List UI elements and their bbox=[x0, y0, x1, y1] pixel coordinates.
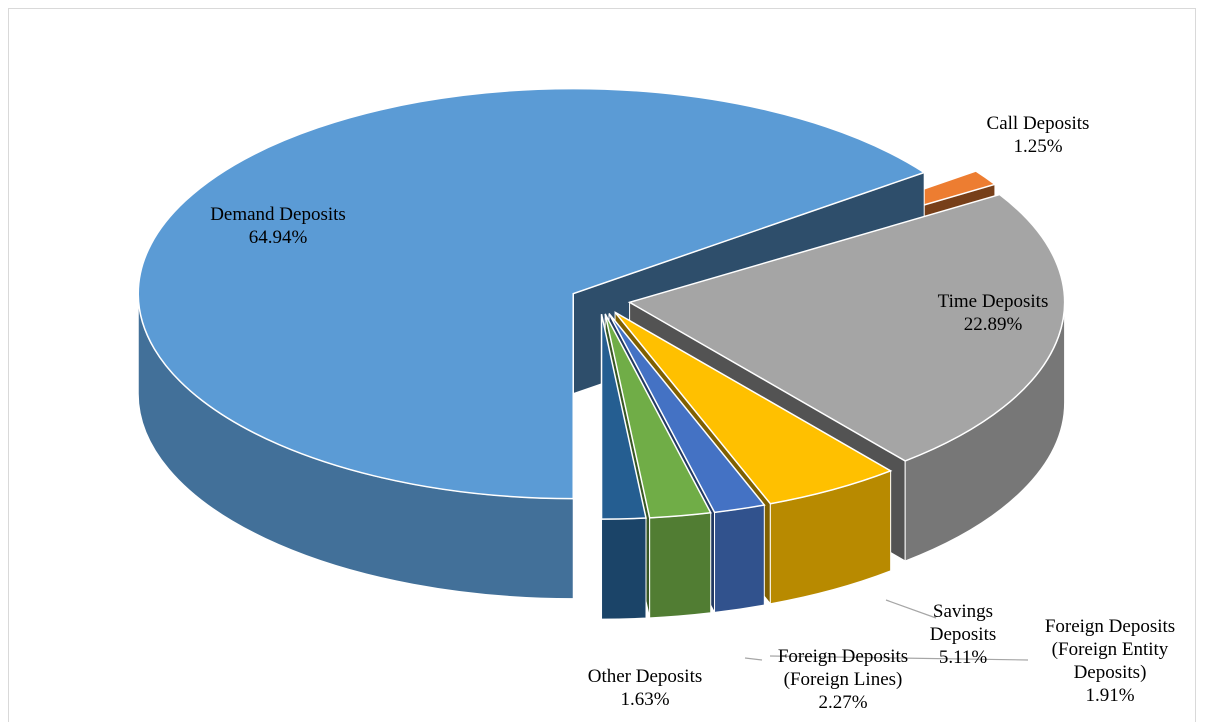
label-name: Foreign Deposits (Foreign Lines) bbox=[777, 646, 909, 690]
label-value: 1.25% bbox=[1013, 136, 1063, 157]
label-value: 64.94% bbox=[248, 227, 308, 248]
label-value: 1.91% bbox=[1085, 685, 1135, 706]
label-name: Savings Deposits bbox=[929, 601, 997, 645]
data-label: Foreign Deposits (Foreign Lines) 2.27% bbox=[758, 645, 928, 714]
slice bbox=[604, 313, 712, 519]
data-label: Foreign Deposits (Foreign Entity Deposit… bbox=[1025, 615, 1195, 707]
data-label: Call Deposits 1.25% bbox=[953, 112, 1123, 158]
label-value: 5.11% bbox=[938, 647, 988, 668]
data-label: Demand Deposits 64.94% bbox=[168, 203, 388, 249]
slice bbox=[614, 311, 893, 505]
leader-line bbox=[744, 657, 763, 661]
data-label: Time Deposits 22.89% bbox=[908, 290, 1078, 336]
slice bbox=[137, 87, 926, 500]
label-name: Foreign Deposits (Foreign Entity Deposit… bbox=[1044, 616, 1176, 683]
slice-wall bbox=[601, 517, 647, 620]
slice bbox=[600, 313, 647, 520]
leader-line bbox=[769, 655, 1029, 661]
label-name: Time Deposits bbox=[937, 291, 1049, 312]
data-label: Savings Deposits 5.11% bbox=[921, 600, 1005, 669]
label-name: Call Deposits bbox=[986, 113, 1090, 134]
slice-wall bbox=[649, 512, 712, 619]
slice bbox=[627, 193, 1066, 462]
label-value: 2.27% bbox=[818, 692, 868, 713]
leader-line bbox=[885, 599, 937, 619]
slice bbox=[608, 313, 766, 514]
data-label: Other Deposits 1.63% bbox=[560, 665, 730, 711]
label-name: Other Deposits bbox=[587, 666, 703, 687]
chart-frame bbox=[8, 8, 1196, 722]
label-value: 22.89% bbox=[963, 314, 1023, 335]
label-value: 1.63% bbox=[620, 689, 670, 710]
label-name: Demand Deposits bbox=[210, 204, 346, 225]
slice-wall bbox=[714, 504, 765, 613]
